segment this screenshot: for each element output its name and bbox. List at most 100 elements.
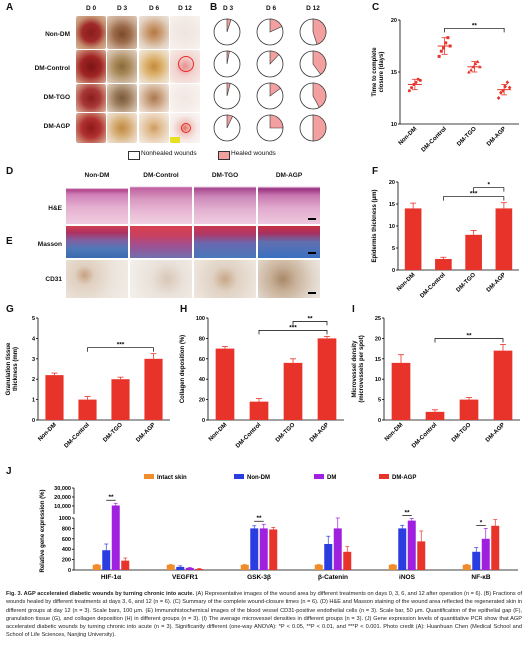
hist-row-he: H&E [48,205,62,212]
y-tick-label: 30,000 [54,486,71,492]
y-tick-label: 60 [199,357,205,363]
x-tick-label: DM-Control [419,272,447,300]
bar [121,560,130,570]
bar [435,259,452,270]
legend-label: DM [327,475,336,481]
masson-image [258,226,320,258]
bar [249,401,269,420]
significance-label: * [487,182,490,189]
bar [391,362,411,420]
x-tick-label: DM-AGP [486,272,507,293]
y-axis-label: Relative gene expression (%) [40,489,46,572]
pie-healed-slice [312,50,327,75]
y-axis-label: thickness (mm) [13,347,19,391]
y-tick-label: 5 [378,398,381,404]
data-point [505,80,510,85]
bar [398,528,407,570]
significance-bracket [87,347,154,352]
x-tick-label: DM-AGP [309,422,330,443]
panel-label-j: J [6,466,12,477]
legend-label: Non-DM [247,475,270,481]
legend-swatch [379,474,389,479]
wound-photo [170,84,200,112]
y-tick-label: 0 [32,418,35,424]
row-label-dm-control: DM-Control [34,65,70,72]
bar [78,399,97,420]
he-image [194,182,256,224]
data-point [437,54,441,58]
cd31-image [258,260,320,298]
y-tick-label: 25 [375,316,381,322]
y-tick-label: 0 [392,268,395,274]
bar [493,350,513,420]
bar [343,551,352,570]
hist-col-dm-agp: DM-AGP [275,172,303,179]
x-tick-label: iNOS [399,574,416,581]
y-tick-label: 4 [32,336,36,342]
hist-col-dm-tgo: DM-TGO [211,172,239,179]
bar [333,528,342,570]
y-tick-label: 3 [32,357,35,363]
figure-caption: Fig. 3. AGP accelerated diabetic wounds … [6,590,522,640]
wound-photo [107,84,137,112]
panel-label-g: G [6,304,14,315]
pie-healed-slice [312,82,327,108]
significance-label: ** [307,315,313,322]
col-label-d6: D 6 [148,5,160,12]
bar [407,520,416,570]
significance-label: *** [117,342,125,349]
significance-label: ** [472,22,478,29]
y-axis-label: Granulation tissue [6,342,12,395]
wound-photo [107,113,137,143]
bar [269,529,278,570]
b-col-label-d6: D 6 [265,5,277,12]
wound-photo [107,50,137,83]
bar [472,551,481,570]
pie-healed-slice [226,114,233,129]
he-image [130,182,192,224]
significance-label: ** [108,494,114,501]
y-axis-label: Epidermis thickness (μm) [372,189,378,262]
pie-healed-slice [226,50,230,65]
y-tick-label: 2 [32,377,35,383]
panel-label-f: F [372,166,379,177]
hist-col-dm-control: DM-Control [143,172,179,179]
masson-image [66,226,128,258]
y-tick-label: 5 [32,316,35,322]
x-tick-label: HIF-1α [101,574,121,581]
col-label-d0: D 0 [85,5,97,12]
x-tick-label: VEGFR1 [172,574,198,581]
legend-label: DM-AGP [392,475,416,481]
he-image [258,182,320,224]
wound-photo [76,113,106,143]
y-tick-label: 100 [196,316,205,322]
legend-swatch [144,474,154,479]
x-tick-label: DM-Control [64,422,92,450]
legend-label: Intact skin [157,475,187,481]
bar [185,567,194,570]
masson-image [194,226,256,258]
x-tick-label: DM-TGO [456,272,478,294]
bar [176,566,185,570]
chart-closure-time: 10 15 20 Time to complete closure (days) Non-… [372,18,519,154]
x-tick-label: Non-DM [398,126,419,147]
y-tick-label: 0 [68,568,71,574]
legend-swatch [314,474,324,479]
y-axis-label: Time to complete [372,47,378,97]
y-tick-label: 15 [389,202,395,208]
x-tick-label: Non-DM [208,422,229,443]
y-tick-label: 600 [62,537,71,543]
bar [462,564,471,570]
x-tick-label: Non-DM [396,272,417,293]
he-image [66,182,128,224]
col-label-d12: D 12 [178,5,192,12]
panel-label-e: E [6,236,13,247]
y-tick-label: 20 [391,18,397,24]
y-tick-label: 5 [392,246,395,252]
masson-image [130,226,192,258]
data-point [444,41,448,45]
data-point [407,89,411,93]
bar [92,564,101,570]
wound-photo [139,113,169,143]
wound-photo [76,50,106,83]
